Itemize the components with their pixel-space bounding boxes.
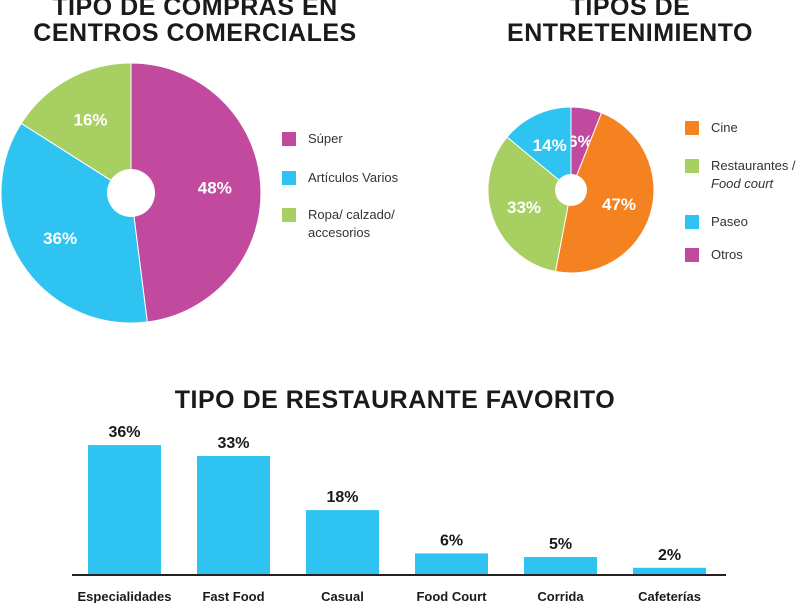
pie-compras-slice-ropa-calzado-accesorios [20,62,132,194]
chart-title-entretenimiento: TIPOS DE ENTRETENIMIENTO [507,0,753,48]
legend-item-paseo: Paseo [685,213,748,231]
bar-category-cafeterias: Cafeterías [638,589,701,603]
bar-category-food-court: Food Court [416,589,487,603]
pie-entretenimiento-center-hole [555,174,587,206]
legend-label-cine: Cine [711,120,738,135]
bar-value-food-court: 6% [440,532,463,549]
pie-compras-slice-articulos-varios [0,122,148,324]
pie-entretenimiento-label-paseo: 14% [533,136,567,155]
legend-swatch-super [282,132,296,146]
pie-entretenimiento-label-otros: 6% [568,132,593,151]
legend-label-articulos: Artículos Varios [308,170,399,185]
bar-value-corrida: 5% [549,536,572,553]
legend-swatch-restaurantes [685,159,699,173]
legend-label-paseo: Paseo [711,214,748,229]
legend-label-ropa-2: accesorios [308,224,371,240]
bar-especialidades [88,445,161,575]
bar-value-casual: 18% [326,489,358,506]
legend-swatch-cine [685,121,699,135]
legend-swatch-otros [685,248,699,262]
legend-label-restaurantes: Restaurantes / [711,158,796,173]
pie-compras-label-articulos-varios: 36% [43,229,77,248]
pie-compras-center-hole [107,169,155,217]
chart-title-compras: TIPO DE COMPRAS EN CENTROS COMERCIALES [33,0,357,48]
bar-category-especialidades: Especialidades [78,589,172,603]
pie-compras-label-ropa-calzado-accesorios: 16% [73,110,107,129]
legend-item-super: Súper [282,130,343,148]
legend-label-ropa: Ropa/ calzado/ [308,207,395,222]
bar-category-casual: Casual [321,589,364,603]
bar-category-corrida: Corrida [537,589,584,603]
legend-item-cine: Cine [685,119,738,137]
bar-casual [306,510,379,575]
pie-entretenimiento-slice-cine [554,112,655,274]
bar-value-especialidades: 36% [108,424,140,441]
pie-compras-slice-super [130,62,262,323]
legend-swatch-paseo [685,215,699,229]
pie-compras-label-super: 48% [198,179,232,198]
pie-entretenimiento-label-restaurantes-food-court: 33% [507,198,541,217]
legend-swatch-articulos [282,171,296,185]
bar-value-cafeterias: 2% [658,547,681,564]
bar-cafeterias [633,567,706,575]
pie-entretenimiento-slice-paseo [506,106,572,192]
bar-fast-food [197,456,270,575]
bar-food-court [415,553,488,575]
legend-item-articulos: Artículos Varios [282,169,399,187]
legend-item-ropa: Ropa/ calzado/ accesorios [282,206,395,241]
legend-item-restaurantes: Restaurantes / Food court [685,157,796,192]
bar-value-fast-food: 33% [217,435,249,452]
bar-category-fast-food: Fast Food [202,589,264,603]
pie-entretenimiento-slice-restaurantes-food-court [487,136,572,273]
pie-entretenimiento-label-cine: 47% [602,195,636,214]
legend-item-otros: Otros [685,246,743,264]
legend-label-otros: Otros [711,247,743,262]
legend-swatch-ropa [282,208,296,222]
legend-label-super: Súper [308,131,343,146]
chart-title-restaurante: TIPO DE RESTAURANTE FAVORITO [174,386,616,414]
legend-label-food-court: Food court [711,175,774,191]
bar-corrida [524,557,597,575]
